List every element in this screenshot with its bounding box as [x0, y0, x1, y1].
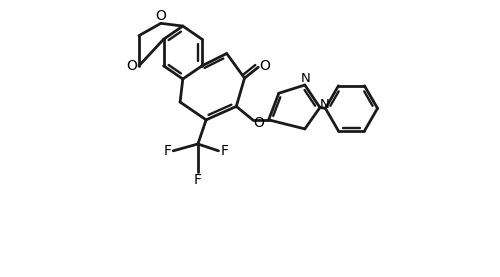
Text: N: N: [300, 73, 310, 86]
Text: N: N: [320, 98, 330, 111]
Text: F: F: [163, 144, 171, 158]
Text: O: O: [253, 116, 264, 130]
Text: O: O: [259, 59, 270, 73]
Text: O: O: [126, 59, 136, 73]
Text: F: F: [194, 173, 202, 187]
Text: F: F: [220, 144, 228, 158]
Text: O: O: [155, 9, 166, 24]
